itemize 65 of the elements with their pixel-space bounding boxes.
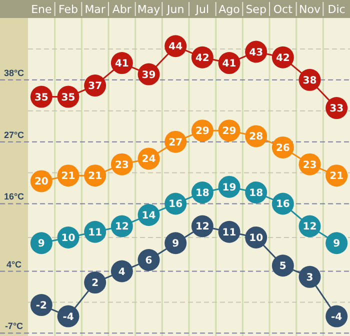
data-label: 43	[249, 47, 264, 58]
data-label: 23	[114, 160, 129, 171]
data-label: 16	[168, 199, 183, 210]
x-tick-label: Nov	[299, 3, 321, 16]
data-label: 2	[92, 278, 99, 290]
x-tick-label: Feb	[58, 3, 78, 16]
data-label: 6	[145, 256, 152, 267]
data-label: 33	[330, 104, 344, 115]
y-tick-label: 16°C	[4, 192, 25, 202]
data-label: 28	[249, 132, 264, 143]
x-tick-label: May	[137, 3, 161, 16]
data-label: 5	[279, 261, 286, 272]
y-tick-label: 27°C	[4, 130, 25, 140]
data-label: 39	[142, 70, 156, 81]
data-label: 12	[114, 222, 129, 233]
data-label: 11	[222, 227, 236, 238]
data-label: 38	[302, 75, 317, 86]
data-label: 4	[118, 266, 126, 278]
data-label: 21	[330, 171, 344, 182]
data-label: -4	[62, 312, 74, 323]
data-label: 21	[61, 171, 76, 182]
x-tick-label: Sep	[246, 3, 266, 16]
data-label: 29	[222, 126, 236, 138]
x-tick-label: Ene	[31, 3, 52, 16]
data-label: 20	[34, 176, 48, 188]
data-label: -4	[331, 312, 342, 323]
data-label: 9	[172, 238, 180, 250]
data-label: 42	[195, 52, 210, 64]
data-label: 41	[222, 58, 236, 70]
x-tick-label: Jun	[166, 3, 184, 16]
data-label: 21	[88, 171, 102, 182]
data-label: 26	[276, 142, 290, 154]
x-tick-label: Jul	[194, 3, 210, 16]
data-label: 14	[142, 210, 156, 222]
data-label: 18	[195, 188, 210, 199]
data-label: 9	[38, 238, 45, 250]
data-label: 27	[168, 137, 183, 148]
x-tick-label: Dic	[328, 3, 346, 16]
data-label: 19	[222, 182, 236, 194]
data-label: 3	[306, 272, 314, 284]
data-label: 10	[61, 233, 76, 244]
data-label: 16	[276, 199, 290, 210]
y-tick-label: -7°C	[4, 321, 24, 332]
data-label: 35	[34, 92, 48, 104]
data-label: 37	[88, 81, 102, 92]
data-label: 18	[249, 188, 264, 199]
data-label: 9	[333, 238, 340, 250]
data-label: 10	[249, 233, 264, 244]
data-label: 12	[195, 222, 210, 233]
data-label: 44	[168, 42, 183, 53]
x-tick-label: Oct	[273, 3, 294, 16]
data-label: -2	[36, 300, 48, 312]
y-tick-label: 4°C	[6, 259, 22, 270]
data-label: 12	[302, 222, 317, 233]
data-label: 11	[88, 227, 102, 238]
x-tick-label: Mar	[84, 3, 106, 16]
data-label: 35	[61, 92, 76, 104]
x-tick-label: Ago	[218, 3, 240, 16]
data-label: 23	[302, 160, 317, 171]
x-tick-label: Abr	[112, 3, 132, 16]
y-tick-label: 38°C	[4, 68, 25, 78]
data-label: 24	[142, 154, 156, 166]
data-label: 29	[195, 126, 210, 138]
data-label: 42	[276, 52, 290, 64]
data-label: 41	[114, 58, 129, 70]
